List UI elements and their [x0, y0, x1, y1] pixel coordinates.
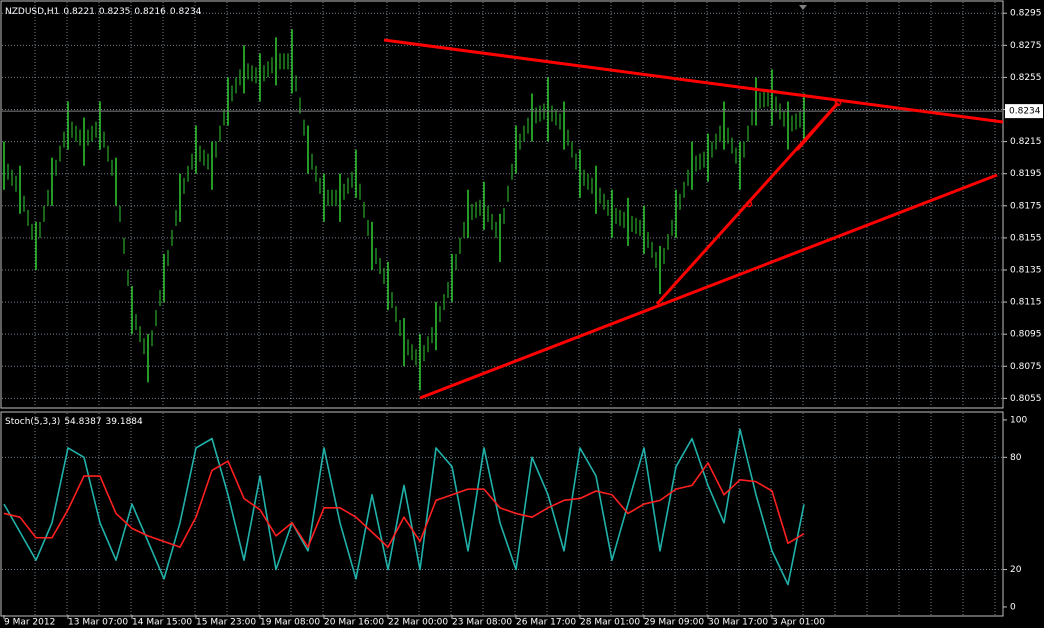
y-tick-label: 0.8255 — [1010, 73, 1042, 83]
y-tick-label: 0.8115 — [1010, 298, 1042, 308]
y-tick-label: 0.8175 — [1010, 201, 1042, 211]
high: 0.8235 — [99, 7, 131, 17]
x-tick-label: 3 Apr 01:00 — [772, 618, 825, 628]
y-tick-label: 100 — [1010, 415, 1027, 425]
vertical-grid — [34, 2, 996, 615]
x-tick-label: 20 Mar 16:00 — [324, 618, 384, 628]
main-panel-frame — [0, 0, 1004, 409]
anchor-point — [745, 200, 753, 208]
x-tick-label: 22 Mar 00:00 — [388, 618, 448, 628]
d-value: 39.1884 — [106, 417, 143, 427]
y-tick-label: 20 — [1010, 565, 1022, 575]
x-tick-label: 28 Mar 01:00 — [580, 618, 640, 628]
y-tick-label: 0.8215 — [1010, 137, 1042, 147]
y-tick-label: 0 — [1010, 602, 1016, 612]
current-price-box — [1005, 104, 1043, 119]
k-value: 54.8387 — [64, 417, 101, 427]
stoch-header: Stoch(5,3,3) 54.8387 39.1884 — [5, 417, 143, 427]
y-tick-label: 0.8055 — [1010, 394, 1042, 404]
resistance-line — [383, 38, 1004, 124]
x-tick-label: 9 Mar 2012 — [4, 618, 55, 628]
x-tick-label: 14 Mar 15:00 — [132, 618, 192, 628]
symbol: NZDUSD,H1 — [5, 7, 59, 17]
stoch-line — [3, 428, 805, 586]
y-tick-label: 0.8135 — [1010, 265, 1042, 275]
y-tick-label: 0.8295 — [1010, 9, 1042, 19]
trendlines — [383, 38, 1004, 400]
inner-line-return — [795, 102, 840, 151]
x-tick-label: 23 Mar 08:00 — [452, 618, 512, 628]
y-tick-label: 0.8075 — [1010, 362, 1042, 372]
x-tick-label: 15 Mar 23:00 — [196, 618, 256, 628]
x-tick-label: 30 Mar 17:00 — [708, 618, 768, 628]
y-tick-label: 0.8155 — [1010, 233, 1042, 243]
y-tick-label: 80 — [1010, 453, 1022, 463]
support-line — [419, 173, 998, 400]
stoch-line — [3, 460, 805, 548]
x-tick-label: 26 Mar 17:00 — [516, 618, 576, 628]
x-tick-label: 19 Mar 08:00 — [260, 618, 320, 628]
low: 0.8216 — [134, 7, 166, 17]
shift-marker — [799, 5, 807, 10]
indicator: Stoch(5,3,3) — [5, 417, 60, 427]
x-tick-label: 13 Mar 07:00 — [68, 618, 128, 628]
y-tick-label: 0.8095 — [1010, 330, 1042, 340]
open: 0.8221 — [63, 7, 95, 17]
close: 0.8234 — [170, 7, 202, 17]
chart-header: NZDUSD,H1 0.8221 0.8235 0.8216 0.8234 — [5, 7, 202, 17]
plot: 0.8295 0.8275 0.8255 0.8235 0.8215 0.8195 0.81… — [2, 9, 1043, 628]
x-tick-label: 29 Mar 09:00 — [644, 618, 704, 628]
stoch-panel-frame — [0, 411, 1004, 617]
y-tick-label: 0.8275 — [1010, 41, 1042, 51]
anchor-point — [834, 99, 842, 107]
current-price-label: 0.8234 — [1009, 107, 1041, 117]
y-tick-label: 0.8195 — [1010, 169, 1042, 179]
